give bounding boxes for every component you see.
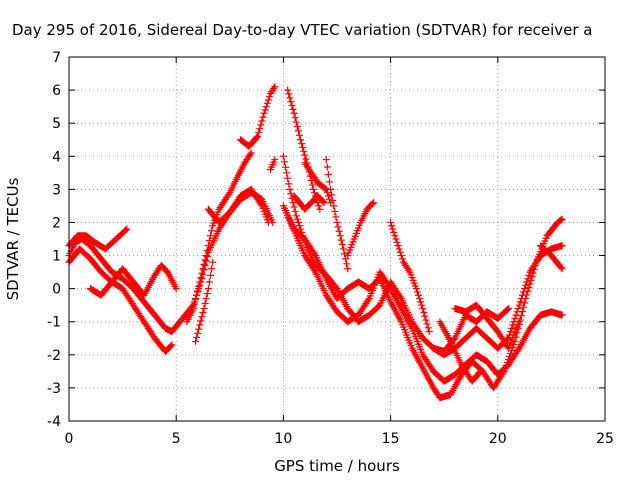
data-series-15 <box>301 159 335 207</box>
data-series-18 <box>387 218 433 336</box>
x-tick-label: 20 <box>489 431 507 447</box>
y-tick-label: 7 <box>52 50 61 66</box>
x-axis-label: GPS time / hours <box>274 457 400 475</box>
data-series-13 <box>284 212 566 385</box>
data-series-21 <box>537 242 566 273</box>
series-markers <box>537 242 566 273</box>
data-series-9 <box>267 156 279 174</box>
y-tick-labels: -4 -3 -2 -1 0 1 2 3 4 5 6 7 <box>47 50 61 430</box>
axis-ticks <box>68 56 606 422</box>
y-tick-label: 6 <box>52 83 61 99</box>
grid-lines <box>69 57 605 421</box>
data-series-4 <box>86 261 180 299</box>
plot-frame <box>68 56 606 422</box>
series-markers <box>387 218 433 336</box>
x-tick-label: 5 <box>172 431 181 447</box>
data-series-17 <box>344 199 377 260</box>
data-series-20 <box>451 301 523 352</box>
series-markers <box>436 318 485 385</box>
data-series-7 <box>237 83 279 150</box>
data-series-14 <box>290 192 328 213</box>
series-markers <box>204 185 272 226</box>
series-markers <box>86 261 180 299</box>
y-tick-label: 0 <box>52 282 61 298</box>
x-tick-label: 10 <box>274 431 292 447</box>
data-series-3 <box>65 245 176 356</box>
series-markers <box>267 156 279 174</box>
y-tick-label: -3 <box>47 381 61 397</box>
data-series-16 <box>322 156 352 273</box>
series-markers <box>451 301 523 352</box>
y-tick-label: 2 <box>52 215 61 231</box>
y-tick-label: 5 <box>52 116 61 132</box>
series-markers <box>301 159 335 207</box>
y-tick-label: -2 <box>47 348 61 364</box>
data-series-1 <box>65 189 277 336</box>
data-series-8 <box>191 258 217 346</box>
series-markers <box>65 189 277 336</box>
data-series-6 <box>204 185 272 226</box>
data-points <box>65 83 566 402</box>
series-markers <box>290 192 328 213</box>
series-markers <box>322 156 352 273</box>
x-tick-label: 0 <box>65 431 74 447</box>
y-tick-label: 1 <box>52 249 61 265</box>
series-markers <box>344 199 377 260</box>
y-axis-label: SDTVAR / TECUs <box>4 177 22 300</box>
series-markers <box>284 212 566 385</box>
y-tick-label: -1 <box>47 315 61 331</box>
y-tick-label: -4 <box>47 414 61 430</box>
data-series-22 <box>436 318 485 385</box>
series-markers <box>237 83 279 150</box>
series-markers <box>191 258 217 346</box>
chart-title: Day 295 of 2016, Sidereal Day-to-day VTE… <box>12 21 593 39</box>
x-tick-labels: 0 5 10 15 20 25 <box>65 431 614 447</box>
y-tick-label: 4 <box>52 149 61 165</box>
y-tick-label: 3 <box>52 182 61 198</box>
series-markers <box>65 245 176 356</box>
x-tick-label: 15 <box>382 431 400 447</box>
x-tick-label: 25 <box>596 431 614 447</box>
